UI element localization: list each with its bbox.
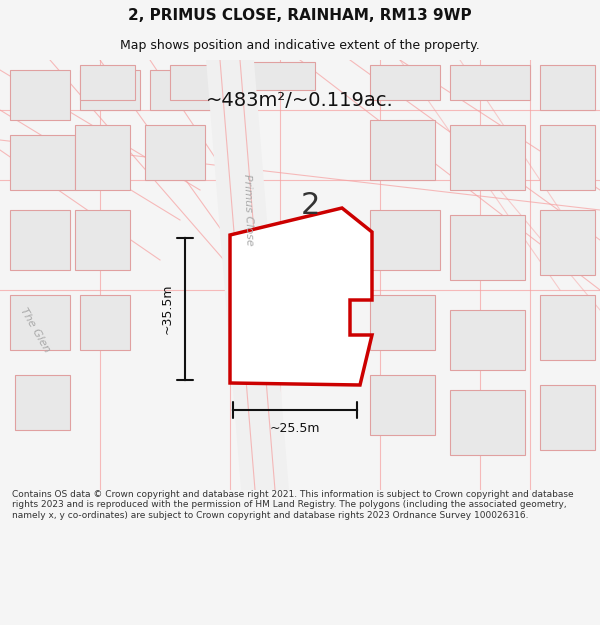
Text: ~483m²/~0.119ac.: ~483m²/~0.119ac. <box>206 91 394 109</box>
Polygon shape <box>230 208 372 385</box>
Text: ~35.5m: ~35.5m <box>161 284 173 334</box>
Text: The Glen: The Glen <box>18 306 52 354</box>
FancyBboxPatch shape <box>10 135 75 190</box>
FancyBboxPatch shape <box>250 62 315 90</box>
FancyBboxPatch shape <box>370 210 440 270</box>
FancyBboxPatch shape <box>370 375 435 435</box>
Text: Primus Close: Primus Close <box>242 174 254 246</box>
FancyBboxPatch shape <box>540 65 595 110</box>
FancyBboxPatch shape <box>450 215 525 280</box>
FancyBboxPatch shape <box>80 295 130 350</box>
FancyBboxPatch shape <box>540 125 595 190</box>
FancyBboxPatch shape <box>10 70 70 120</box>
FancyBboxPatch shape <box>170 65 230 100</box>
FancyBboxPatch shape <box>75 125 130 190</box>
FancyBboxPatch shape <box>450 310 525 370</box>
FancyBboxPatch shape <box>450 125 525 190</box>
FancyBboxPatch shape <box>145 125 205 180</box>
Text: 2, PRIMUS CLOSE, RAINHAM, RM13 9WP: 2, PRIMUS CLOSE, RAINHAM, RM13 9WP <box>128 8 472 22</box>
FancyBboxPatch shape <box>15 375 70 430</box>
FancyBboxPatch shape <box>450 390 525 455</box>
FancyBboxPatch shape <box>75 210 130 270</box>
FancyBboxPatch shape <box>10 210 70 270</box>
FancyBboxPatch shape <box>150 70 215 110</box>
FancyBboxPatch shape <box>450 65 530 100</box>
FancyBboxPatch shape <box>80 65 135 100</box>
Text: 2: 2 <box>301 191 320 219</box>
FancyBboxPatch shape <box>540 295 595 360</box>
FancyBboxPatch shape <box>10 295 70 350</box>
FancyBboxPatch shape <box>80 70 140 110</box>
FancyBboxPatch shape <box>540 210 595 275</box>
FancyBboxPatch shape <box>370 295 435 350</box>
Text: Map shows position and indicative extent of the property.: Map shows position and indicative extent… <box>120 39 480 51</box>
FancyBboxPatch shape <box>370 65 440 100</box>
Text: Contains OS data © Crown copyright and database right 2021. This information is : Contains OS data © Crown copyright and d… <box>12 490 574 520</box>
FancyBboxPatch shape <box>540 385 595 450</box>
Text: ~25.5m: ~25.5m <box>270 421 320 434</box>
FancyBboxPatch shape <box>370 120 435 180</box>
